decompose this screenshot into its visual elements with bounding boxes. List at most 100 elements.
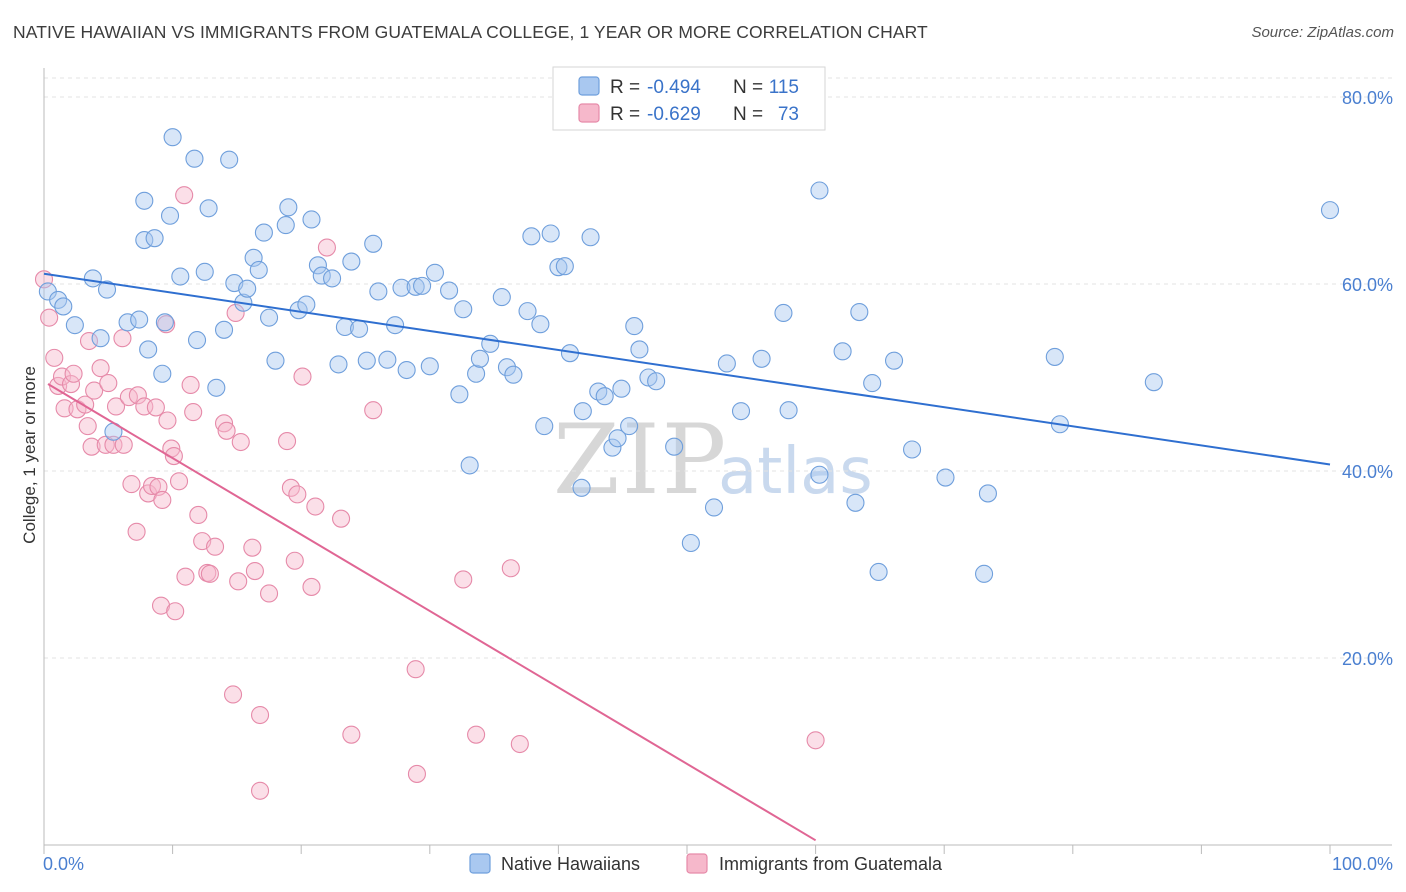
guatemala-point bbox=[82, 437, 101, 456]
native-hawaiian-point bbox=[207, 378, 226, 397]
native-hawaiian-point bbox=[135, 191, 154, 210]
native-hawaiian-point bbox=[1144, 373, 1163, 392]
native-hawaiian-point bbox=[329, 355, 348, 374]
guatemala-point bbox=[342, 725, 361, 744]
chart-title: NATIVE HAWAIIAN VS IMMIGRANTS FROM GUATE… bbox=[13, 22, 928, 42]
native-hawaiian-point bbox=[492, 288, 511, 307]
guatemala-point bbox=[223, 685, 243, 704]
guatemala-point bbox=[281, 478, 300, 497]
guatemala-point bbox=[127, 522, 146, 541]
native-hawaiian-point bbox=[630, 340, 649, 359]
native-hawaiian-point bbox=[153, 364, 172, 383]
axes: 20.0% 40.0% 60.0% 80.0% 0.0% 100.0% bbox=[43, 68, 1393, 874]
native-hawaiian-point bbox=[467, 364, 486, 383]
native-hawaiian-point bbox=[810, 465, 829, 484]
native-hawaiian-point bbox=[975, 564, 994, 583]
native-hawaiian-point bbox=[603, 438, 622, 457]
guatemala-trend-line bbox=[47, 383, 817, 842]
legend-r-label-2: R = bbox=[610, 104, 640, 125]
guatemala-point bbox=[407, 764, 426, 783]
guatemala-point bbox=[278, 432, 297, 451]
guatemala-point bbox=[226, 303, 245, 323]
legend-n-label-2: N = bbox=[733, 104, 763, 125]
native-hawaiian-point bbox=[378, 350, 397, 369]
guatemala-point bbox=[306, 497, 325, 516]
native-hawaiian-point bbox=[717, 354, 736, 373]
native-hawaiian-point bbox=[214, 320, 234, 339]
guatemala-point bbox=[181, 375, 200, 395]
native-hawaiian-point bbox=[450, 385, 469, 404]
guatemala-point bbox=[293, 367, 312, 386]
trend-lines bbox=[43, 272, 1331, 842]
native-hawaiian-point bbox=[97, 280, 117, 299]
guatemala-point bbox=[364, 401, 383, 420]
guatemala-point bbox=[85, 381, 104, 400]
guatemala-point bbox=[250, 781, 270, 800]
series-legend: Native Hawaiians Immigrants from Guatema… bbox=[469, 853, 943, 874]
legend-r-label-1: R = bbox=[610, 77, 640, 98]
native-hawaiian-point bbox=[118, 313, 137, 332]
native-hawaiian-point bbox=[171, 267, 190, 286]
guatemala-point bbox=[467, 725, 486, 744]
guatemala-point bbox=[114, 435, 133, 454]
native-hawaiian-point bbox=[1320, 201, 1340, 220]
native-hawaiian-point bbox=[413, 276, 432, 295]
legend-swatch-pink bbox=[578, 103, 600, 123]
native-hawaiian-point bbox=[573, 402, 592, 421]
native-hawaiian-point bbox=[620, 417, 639, 436]
native-hawaiian-point bbox=[195, 262, 214, 281]
guatemala-point bbox=[119, 388, 138, 407]
guatemala-point bbox=[91, 359, 110, 378]
native-hawaiian-point bbox=[185, 149, 204, 168]
native-hawaiian-point bbox=[279, 198, 298, 217]
native-hawaiian-point bbox=[902, 440, 922, 459]
guatemala-point bbox=[454, 570, 473, 589]
native-hawaiian-point bbox=[249, 260, 268, 280]
native-hawaiian-point bbox=[238, 279, 257, 298]
native-hawaiian-point bbox=[581, 228, 600, 247]
guatemala-point bbox=[229, 572, 248, 591]
native-hawaiian-point bbox=[704, 498, 724, 517]
native-hawaiian-point bbox=[276, 216, 295, 235]
guatemala-point bbox=[288, 485, 307, 504]
native-hawaiian-point bbox=[308, 256, 327, 275]
native-hawaiian-point bbox=[869, 562, 888, 582]
y-tick-label-60: 60.0% bbox=[1342, 275, 1393, 295]
native-hawaiian-point bbox=[863, 374, 882, 393]
guatemala-point bbox=[200, 564, 219, 583]
native-hawaiian-point bbox=[364, 234, 383, 253]
guatemala-point bbox=[40, 308, 59, 327]
native-hawaiian-point bbox=[884, 351, 904, 370]
native-hawaiian-points bbox=[38, 128, 1340, 583]
native-hawaiian-point bbox=[522, 227, 541, 246]
guatemala-point bbox=[158, 411, 177, 430]
guatemala-point bbox=[243, 538, 262, 557]
legend-r-value-1: -0.494 bbox=[647, 77, 701, 98]
native-hawaiian-point bbox=[155, 313, 174, 332]
series-legend-swatch-pink bbox=[686, 853, 708, 874]
native-hawaiian-point bbox=[342, 252, 361, 271]
y-tick-label-80: 80.0% bbox=[1342, 88, 1393, 108]
watermark-atlas: atlas bbox=[718, 435, 873, 509]
native-hawaiian-point bbox=[589, 382, 608, 401]
y-tick-label-40: 40.0% bbox=[1342, 462, 1393, 482]
guatemala-point bbox=[79, 331, 99, 351]
native-hawaiian-point bbox=[420, 357, 439, 376]
native-hawaiian-point bbox=[187, 331, 207, 350]
guatemala-point bbox=[142, 476, 162, 496]
native-hawaiian-point bbox=[531, 315, 550, 334]
native-hawaiian-point bbox=[665, 437, 684, 456]
native-hawaiian-point bbox=[518, 302, 537, 321]
native-hawaiian-point bbox=[440, 281, 459, 300]
native-hawaiian-point bbox=[731, 402, 751, 421]
series-legend-label-blue: Native Hawaiians bbox=[501, 854, 640, 874]
native-hawaiian-point bbox=[406, 277, 425, 296]
native-hawaiian-point bbox=[752, 349, 771, 368]
watermark-zip: ZIP bbox=[553, 404, 728, 516]
native-hawaiian-point bbox=[978, 484, 997, 503]
native-hawaiian-point bbox=[244, 248, 263, 267]
x-tick-label-100: 100.0% bbox=[1332, 854, 1393, 874]
native-hawaiian-point bbox=[297, 295, 316, 314]
guatemala-point bbox=[332, 509, 351, 528]
